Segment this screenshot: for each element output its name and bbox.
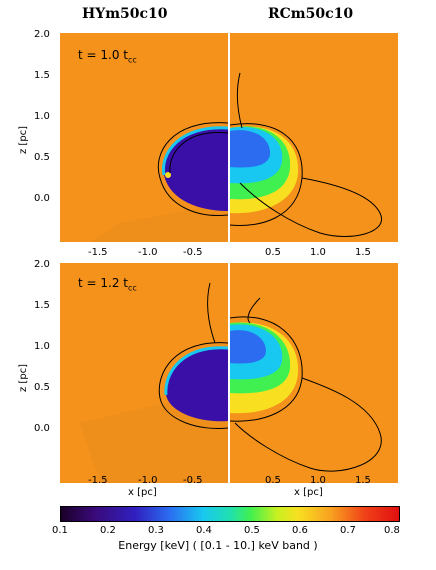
colorbar-tick: 0.2 xyxy=(100,525,116,536)
colorbar-tick: 0.1 xyxy=(52,525,68,536)
left-x-axis-label: x [pc] xyxy=(128,487,157,498)
bottom-x-tick: -0.5 xyxy=(183,475,203,486)
bottom-y-axis-label: z [pc] xyxy=(18,363,29,392)
bottom-left-plot xyxy=(80,282,228,483)
energy-colorbar xyxy=(60,506,400,522)
bottom-y-tick: 0.5 xyxy=(34,382,50,393)
colorbar-tick: 0.3 xyxy=(148,525,164,536)
top-y-tick: 1.5 xyxy=(34,70,50,81)
top-x-tick: -1.0 xyxy=(138,247,158,258)
top-x-tick: 1.0 xyxy=(310,247,326,258)
top-y-tick: 2.0 xyxy=(34,29,50,40)
bottom-x-tick: 1.5 xyxy=(355,475,371,486)
colorbar-tick: 0.8 xyxy=(384,525,400,536)
bottom-right-plot xyxy=(230,297,382,472)
bottom-y-tick: 2.0 xyxy=(34,259,50,270)
bottom-x-tick: -1.0 xyxy=(138,475,158,486)
right-panel-title: RCm50c10 xyxy=(268,6,354,22)
top-right-plot xyxy=(230,72,383,237)
bottom-y-tick: 0.0 xyxy=(34,423,50,434)
bottom-time-label: t = 1.2 tcc xyxy=(78,276,137,293)
bottom-y-tick: 1.5 xyxy=(34,300,50,311)
colorbar-label: Energy [keV] ( [0.1 - 10.] keV band ) xyxy=(118,539,318,552)
top-y-axis-label: z [pc] xyxy=(18,125,29,154)
top-y-tick: 1.0 xyxy=(34,111,50,122)
top-time-label: t = 1.0 tcc xyxy=(78,48,137,65)
colorbar-tick: 0.7 xyxy=(340,525,356,536)
bottom-right-panel xyxy=(230,263,398,483)
bottom-x-tick: 1.0 xyxy=(310,475,326,486)
bottom-y-tick: 1.0 xyxy=(34,341,50,352)
bottom-left-panel: t = 1.2 tcc xyxy=(60,263,228,483)
right-x-axis-label: x [pc] xyxy=(294,487,323,498)
colorbar-tick: 0.4 xyxy=(196,525,212,536)
left-panel-title: HYm50c10 xyxy=(82,6,168,22)
top-x-tick: -1.5 xyxy=(88,247,108,258)
bottom-x-tick: -1.5 xyxy=(88,475,108,486)
colorbar-tick: 0.6 xyxy=(292,525,308,536)
top-y-tick: 0.0 xyxy=(34,193,50,204)
bottom-x-tick: 0.5 xyxy=(265,475,281,486)
top-x-tick: 1.5 xyxy=(355,247,371,258)
top-x-tick: 0.5 xyxy=(265,247,281,258)
top-y-tick: 0.5 xyxy=(34,152,50,163)
colorbar-tick: 0.5 xyxy=(244,525,260,536)
top-left-panel: t = 1.0 tcc xyxy=(60,33,228,242)
top-left-plot xyxy=(90,122,228,242)
top-x-tick: -0.5 xyxy=(183,247,203,258)
top-right-panel xyxy=(230,33,398,242)
